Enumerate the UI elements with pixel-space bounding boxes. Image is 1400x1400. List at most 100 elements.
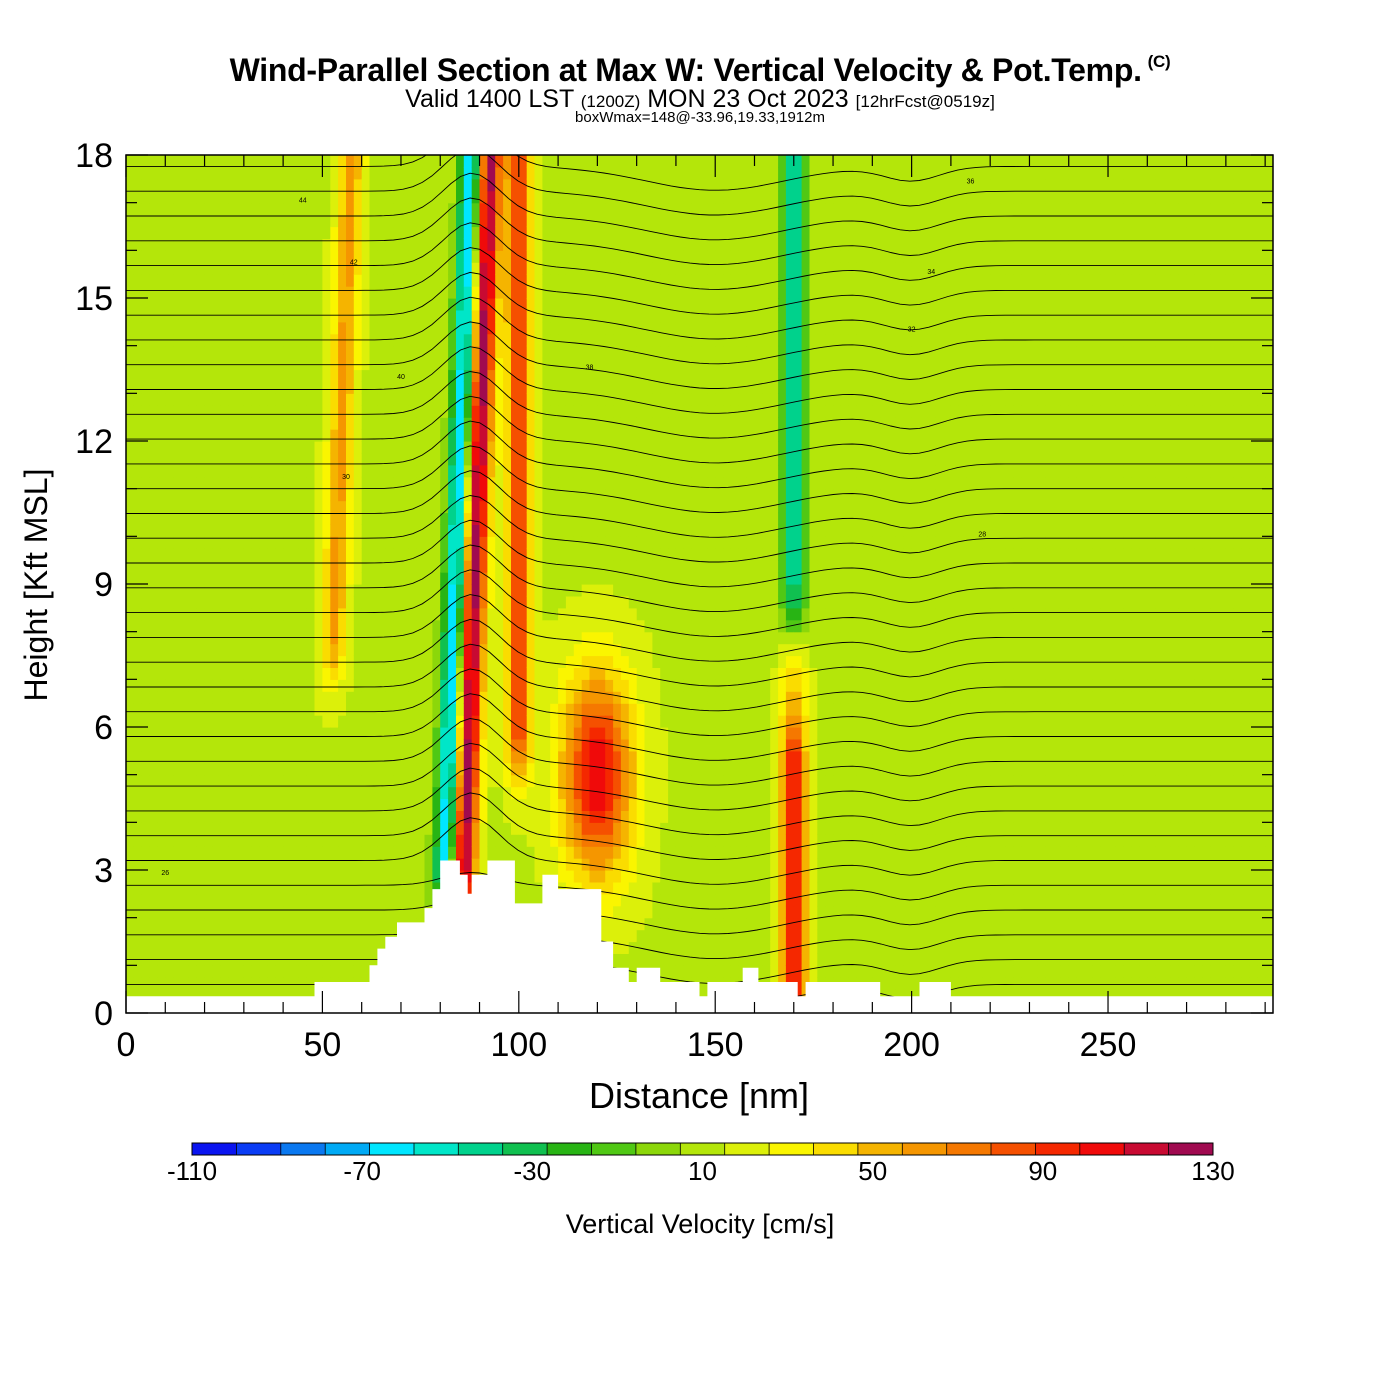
velocity-cell [581, 607, 591, 621]
velocity-cell [393, 166, 402, 180]
velocity-cell [424, 417, 433, 430]
velocity-cell [511, 727, 520, 740]
velocity-cell [188, 846, 198, 859]
velocity-cell [660, 262, 669, 275]
velocity-cell [188, 619, 198, 633]
velocity-cell [377, 774, 386, 788]
velocity-cell [503, 584, 512, 597]
velocity-cell [565, 405, 575, 418]
velocity-cell [149, 429, 159, 442]
velocity-cell [228, 536, 237, 549]
velocity-cell [668, 810, 677, 823]
velocity-cell [133, 989, 143, 1002]
velocity-cell [346, 250, 355, 263]
velocity-cell [573, 286, 583, 299]
velocity-cell [613, 822, 622, 835]
velocity-cell [251, 405, 261, 418]
velocity-cell [440, 786, 449, 800]
velocity-cell [448, 441, 457, 454]
velocity-cell [196, 738, 206, 752]
velocity-cell [448, 607, 457, 621]
velocity-cell [613, 941, 622, 954]
velocity-cell [196, 202, 206, 216]
velocity-cell [526, 274, 536, 287]
velocity-cell [133, 977, 143, 990]
velocity-cell [534, 452, 543, 466]
velocity-cell [487, 560, 496, 573]
velocity-cell [511, 548, 520, 561]
velocity-cell [369, 917, 378, 931]
velocity-cell [306, 452, 316, 466]
velocity-cell [361, 715, 371, 728]
velocity-cell [212, 703, 221, 716]
velocity-cell [573, 202, 583, 216]
velocity-cell [589, 309, 598, 323]
velocity-cell [243, 512, 253, 525]
velocity-cell [259, 834, 269, 847]
velocity-cell [377, 488, 386, 502]
velocity-cell [298, 500, 308, 514]
velocity-cell [573, 345, 583, 359]
velocity-cell [322, 727, 331, 740]
velocity-cell [353, 584, 363, 597]
velocity-cell [471, 393, 481, 406]
velocity-cell [385, 595, 394, 609]
velocity-cell [322, 441, 331, 454]
velocity-cell [534, 250, 543, 263]
velocity-cell [526, 333, 536, 347]
velocity-cell [573, 643, 583, 657]
velocity-cell [440, 321, 449, 335]
velocity-cell [463, 631, 473, 645]
velocity-cell [173, 536, 182, 549]
velocity-cell [353, 715, 363, 728]
velocity-cell [126, 512, 135, 525]
velocity-cell [479, 298, 488, 311]
velocity-cell [385, 727, 394, 740]
velocity-cell [126, 858, 135, 871]
velocity-cell [173, 715, 182, 728]
velocity-cell [636, 655, 646, 668]
velocity-cell [613, 715, 622, 728]
velocity-cell [220, 309, 229, 323]
velocity-cell [267, 405, 276, 418]
velocity-cell [251, 750, 261, 764]
velocity-cell [401, 846, 410, 859]
velocity-cell [518, 298, 528, 311]
velocity-cell [503, 679, 512, 692]
velocity-cell [628, 917, 638, 931]
velocity-cell [440, 774, 449, 788]
velocity-cell [204, 286, 214, 299]
velocity-cell [377, 870, 386, 883]
velocity-cell [652, 917, 661, 931]
velocity-cell [550, 631, 559, 645]
velocity-cell [479, 560, 488, 573]
velocity-cell [628, 262, 638, 275]
velocity-cell [424, 309, 433, 323]
velocity-cell [401, 774, 410, 788]
velocity-cell [322, 810, 331, 823]
velocity-cell [550, 298, 559, 311]
velocity-cell [534, 667, 543, 680]
velocity-cell [181, 238, 190, 251]
velocity-cell [314, 155, 323, 168]
velocity-cell [550, 738, 559, 752]
velocity-cell [298, 214, 308, 228]
velocity-cell [565, 369, 575, 382]
velocity-cell [620, 417, 630, 430]
velocity-cell [322, 226, 331, 239]
velocity-cell [126, 190, 135, 204]
velocity-cell [550, 858, 559, 871]
velocity-cell [408, 595, 418, 609]
velocity-cell [353, 274, 363, 287]
velocity-cell [432, 500, 441, 514]
velocity-cell [259, 429, 269, 442]
velocity-cell [613, 309, 622, 323]
velocity-cell [228, 715, 237, 728]
velocity-cell [165, 572, 174, 585]
velocity-cell [644, 929, 653, 943]
velocity-cell [196, 298, 206, 311]
velocity-cell [613, 798, 622, 811]
velocity-cell [173, 870, 182, 883]
velocity-cell [597, 929, 606, 943]
velocity-cell [243, 262, 253, 275]
